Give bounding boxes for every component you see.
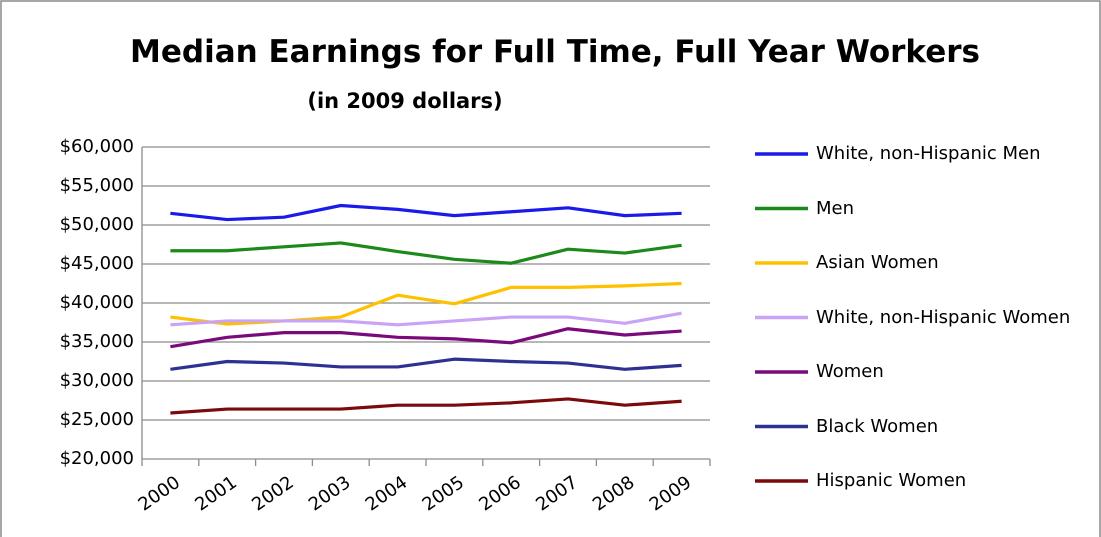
y-tick-label: $35,000	[60, 331, 134, 352]
series-line	[170, 327, 682, 349]
series-line	[170, 241, 682, 265]
series-line	[170, 357, 682, 371]
x-tick-label: 2000	[135, 472, 185, 515]
legend-label: Women	[816, 361, 884, 382]
x-tick-label: 2005	[419, 472, 469, 515]
x-tick-label: 2007	[532, 472, 582, 515]
y-tick-label: $30,000	[60, 370, 134, 391]
series-line	[170, 311, 682, 327]
y-tick-label: $25,000	[60, 409, 134, 430]
y-tick-label: $20,000	[60, 448, 134, 469]
y-tick-label: $40,000	[60, 292, 134, 313]
legend-label: Asian Women	[816, 252, 939, 273]
y-tick-label: $50,000	[60, 214, 134, 235]
chart-subtitle: (in 2009 dollars)	[307, 89, 502, 113]
y-tick-label: $45,000	[60, 253, 134, 274]
x-tick-label: 2004	[362, 472, 412, 515]
x-tick-label: 2001	[191, 472, 241, 515]
chart-title: Median Earnings for Full Time, Full Year…	[130, 34, 980, 70]
legend-label: Men	[816, 197, 855, 219]
legend-label: White, non-Hispanic Men	[816, 143, 1041, 164]
series-line	[170, 203, 682, 222]
legend-label: Black Women	[816, 415, 939, 437]
legend-label: Hispanic Women	[816, 470, 967, 491]
x-tick-label: 2009	[646, 472, 696, 515]
x-tick-label: 2008	[589, 472, 639, 515]
y-tick-label: $60,000	[60, 136, 134, 157]
legend-label: White, non-Hispanic Women	[816, 306, 1071, 328]
x-tick-label: 2006	[475, 472, 525, 515]
x-tick-label: 2003	[305, 472, 355, 515]
y-tick-label: $55,000	[60, 175, 134, 196]
series-line	[170, 397, 682, 415]
series-line	[170, 281, 682, 326]
x-tick-label: 2002	[248, 472, 298, 515]
